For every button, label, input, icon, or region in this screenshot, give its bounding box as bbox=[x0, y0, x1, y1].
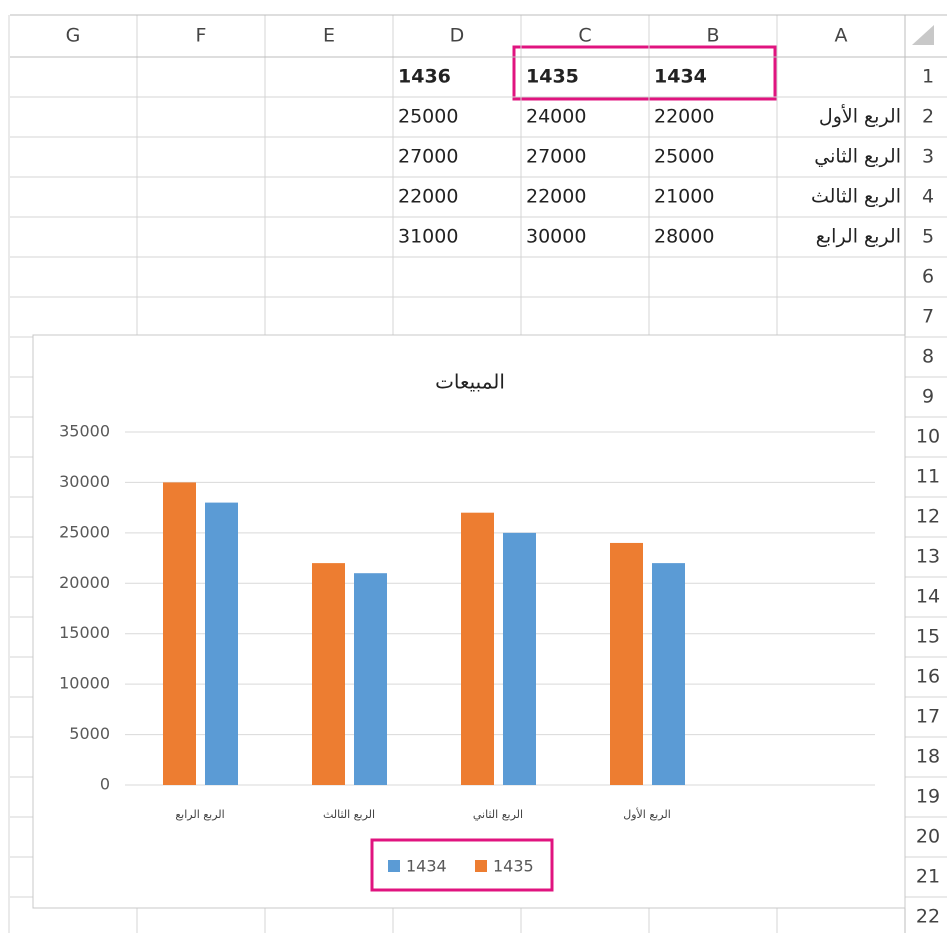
cell-text: 22000 bbox=[654, 106, 714, 128]
cell-text: 27000 bbox=[398, 146, 458, 168]
legend-label: 1434 bbox=[406, 857, 447, 876]
y-tick-label: 30000 bbox=[59, 472, 110, 491]
x-tick-label: الربع الثاني bbox=[473, 808, 523, 821]
highlight-box bbox=[512, 45, 777, 101]
cell-text: 30000 bbox=[526, 226, 586, 248]
row-header: 3 bbox=[922, 146, 934, 168]
column-header: D bbox=[450, 25, 465, 47]
bar bbox=[503, 532, 536, 785]
row-header: 22 bbox=[916, 906, 940, 928]
x-tick-label: الربع الثالث bbox=[323, 808, 375, 821]
row-header: 6 bbox=[922, 266, 934, 288]
bar bbox=[461, 512, 494, 785]
cell-text: 27000 bbox=[526, 146, 586, 168]
cell-text: الربع الرابع bbox=[816, 226, 901, 248]
row-header: 10 bbox=[916, 426, 940, 448]
row-header: 1 bbox=[922, 66, 934, 88]
cell-text: 31000 bbox=[398, 226, 458, 248]
chart-title: المبيعات bbox=[435, 370, 505, 394]
row-header: 21 bbox=[916, 866, 940, 888]
y-tick-label: 0 bbox=[100, 775, 110, 794]
row-header: 11 bbox=[916, 466, 940, 488]
cell-text: 22000 bbox=[398, 186, 458, 208]
legend-label: 1435 bbox=[493, 857, 534, 876]
row-header: 19 bbox=[916, 786, 940, 808]
cell-text: 1436 bbox=[398, 66, 451, 88]
cell-text: 1434 bbox=[654, 66, 707, 88]
cell-text: 21000 bbox=[654, 186, 714, 208]
row-header: 16 bbox=[916, 666, 940, 688]
column-header: F bbox=[196, 25, 207, 47]
cell-text: 25000 bbox=[398, 106, 458, 128]
x-tick-label: الربع الأول bbox=[623, 807, 671, 821]
select-all-corner bbox=[912, 25, 934, 45]
highlight-box bbox=[370, 838, 554, 892]
bar bbox=[163, 482, 196, 785]
bar bbox=[312, 563, 345, 785]
row-header: 14 bbox=[916, 586, 940, 608]
row-header: 2 bbox=[922, 106, 934, 128]
row-header: 20 bbox=[916, 826, 940, 848]
bar bbox=[205, 502, 238, 785]
row-header: 7 bbox=[922, 306, 934, 328]
y-tick-label: 20000 bbox=[59, 573, 110, 592]
row-header: 8 bbox=[922, 346, 934, 368]
cell-text: 22000 bbox=[526, 186, 586, 208]
row-header: 15 bbox=[916, 626, 940, 648]
row-header: 18 bbox=[916, 746, 940, 768]
bar bbox=[354, 573, 387, 785]
legend-swatch bbox=[388, 860, 400, 872]
column-header: E bbox=[323, 25, 335, 47]
row-header: 5 bbox=[922, 226, 934, 248]
cell-text: 28000 bbox=[654, 226, 714, 248]
bar bbox=[652, 563, 685, 785]
legend-swatch bbox=[475, 860, 487, 872]
column-header: A bbox=[835, 25, 848, 47]
cell-text: 25000 bbox=[654, 146, 714, 168]
cell-text: 24000 bbox=[526, 106, 586, 128]
y-tick-label: 5000 bbox=[69, 724, 110, 743]
row-header: 12 bbox=[916, 506, 940, 528]
cell-text: 1435 bbox=[526, 66, 579, 88]
row-header: 9 bbox=[922, 386, 934, 408]
bar bbox=[610, 542, 643, 785]
x-tick-label: الربع الرابع bbox=[175, 808, 224, 821]
column-header: G bbox=[66, 25, 81, 47]
row-header: 17 bbox=[916, 706, 940, 728]
cell-text: الربع الثاني bbox=[814, 146, 901, 168]
row-header: 4 bbox=[922, 186, 934, 208]
row-header: 13 bbox=[916, 546, 940, 568]
column-header: C bbox=[578, 25, 591, 47]
column-header: B bbox=[706, 25, 719, 47]
y-tick-label: 25000 bbox=[59, 522, 110, 541]
cell-text: الربع الأول bbox=[819, 105, 901, 128]
cell-text: الربع الثالث bbox=[811, 186, 901, 208]
y-tick-label: 15000 bbox=[59, 623, 110, 642]
y-tick-label: 35000 bbox=[59, 422, 110, 441]
y-tick-label: 10000 bbox=[59, 674, 110, 693]
